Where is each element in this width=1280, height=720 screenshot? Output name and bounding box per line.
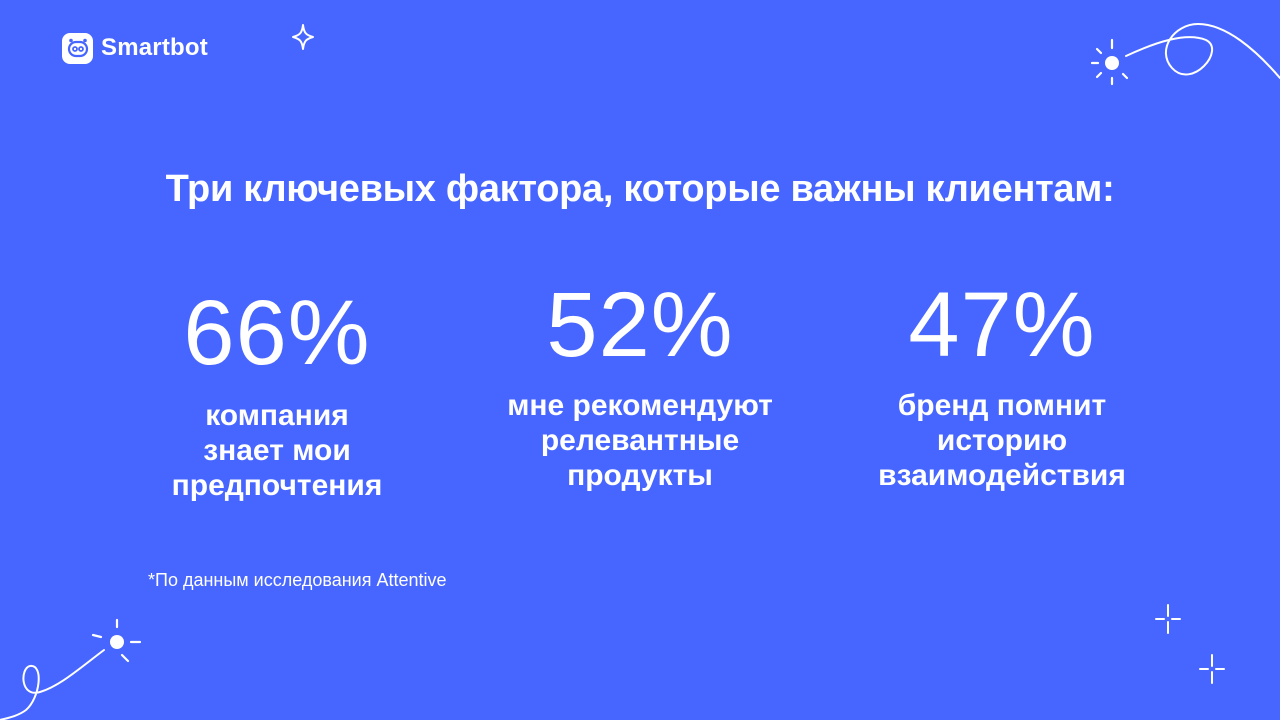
sparkle-icon (1155, 604, 1181, 634)
page-title: Три ключевых фактора, которые важны клие… (165, 168, 1115, 210)
source-footnote: *По данным исследования Attentive (148, 570, 447, 590)
stat-value: 66% (183, 282, 371, 384)
stat-caption: мне рекомендуют релевантные продукты (507, 389, 773, 492)
robot-head-icon (62, 32, 93, 64)
stat-card: 66% компания знает мои предпочтения (112, 278, 442, 503)
brand-logo: Smartbot (62, 32, 208, 64)
stat-card: 52% мне рекомендуют релевантные продукты (475, 274, 805, 493)
brand-name: Smartbot (101, 34, 208, 61)
stat-caption: бренд помнит историю взаимодействия (878, 389, 1126, 492)
sparkle-icon (1199, 654, 1225, 684)
stat-caption: компания знает мои предпочтения (171, 399, 383, 502)
stat-value: 47% (908, 274, 1096, 376)
sun-swirl-decoration (1090, 22, 1280, 86)
sun-swirl-decoration (0, 618, 142, 720)
stat-value: 52% (546, 274, 734, 376)
sparkle-icon (292, 24, 314, 50)
stat-card: 47% бренд помнит историю взаимодействия (837, 274, 1167, 493)
